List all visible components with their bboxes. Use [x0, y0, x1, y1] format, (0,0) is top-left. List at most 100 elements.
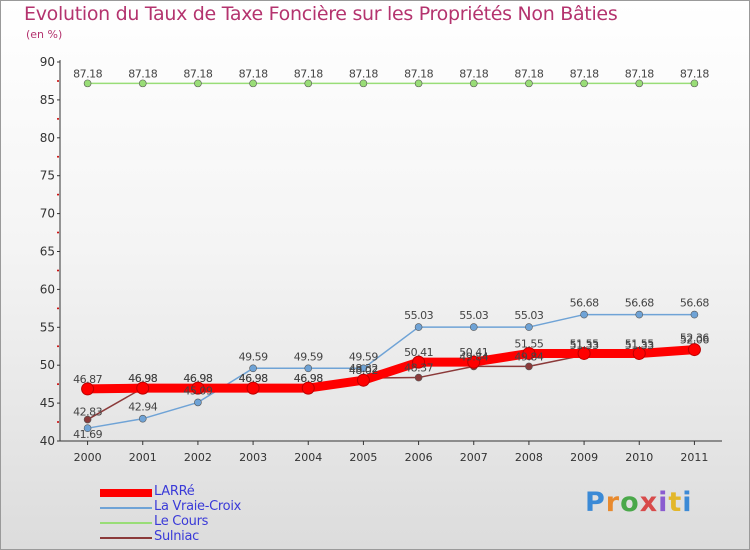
data-label-0-6: 50.41 [404, 346, 433, 359]
data-point-1-4 [304, 364, 313, 373]
data-point-2-0 [83, 79, 92, 88]
data-label-2-6: 87.18 [404, 67, 433, 80]
legend-item-sulniac: Sulniac [100, 529, 320, 545]
data-point-2-9 [580, 79, 588, 88]
legend-label-larre: LARRé [154, 484, 195, 499]
data-label-2-8: 87.18 [514, 67, 543, 80]
data-point-3-0 [83, 415, 92, 424]
data-label-2-7: 87.18 [459, 67, 488, 80]
data-point-0-8 [522, 346, 536, 360]
data-point-2-11 [690, 79, 699, 88]
data-label-1-10: 56.68 [625, 297, 654, 310]
legend-label-la-vraie-croix: La Vraie-Croix [154, 499, 242, 514]
data-label-3-6: 48.37 [404, 362, 433, 375]
data-point-2-8 [525, 79, 533, 88]
data-point-0-2 [191, 381, 205, 395]
chart-subtitle: (en %) [26, 28, 63, 41]
data-label-0-7: 50.41 [459, 346, 488, 359]
data-point-2-3 [249, 79, 257, 88]
data-label-2-4: 87.18 [294, 67, 323, 80]
data-point-1-5 [359, 364, 368, 373]
data-point-0-0 [81, 382, 95, 396]
data-label-3-0: 42.83 [73, 406, 102, 419]
data-point-1-10 [635, 310, 644, 319]
proxiti-logo: Proxiti [585, 487, 693, 518]
data-label-0-11: 52.06 [680, 334, 709, 347]
data-label-2-1: 87.18 [128, 67, 157, 80]
x-tick-label: 2008 [515, 451, 543, 464]
y-tick-label: 90 [40, 55, 55, 69]
y-tick-label: 55 [40, 320, 55, 334]
x-tick-label: 2009 [570, 451, 598, 464]
x-tick-label: 2010 [625, 451, 653, 464]
data-point-2-5 [359, 79, 368, 88]
data-label-1-6: 55.03 [404, 309, 433, 322]
y-tick-label: 40 [40, 434, 55, 448]
series-line-0 [83, 345, 699, 394]
data-point-1-8 [525, 323, 533, 331]
series-line-1 [86, 313, 696, 429]
data-label-0-4: 46.98 [294, 372, 323, 385]
y-minor-tick [57, 155, 59, 158]
data-label-2-5: 87.18 [349, 67, 378, 80]
data-label-0-10: 51.55 [625, 337, 654, 350]
legend-item-la-vraie-croix: La Vraie-Croix [100, 499, 320, 515]
data-label-1-2: 45.09 [183, 384, 212, 397]
data-label-1-5: 49.59 [349, 350, 378, 363]
x-tick-label: 2007 [460, 451, 488, 464]
data-point-2-2 [194, 79, 202, 88]
data-label-1-3: 49.59 [239, 350, 268, 363]
x-tick-label: 2002 [184, 451, 212, 464]
y-tick-label: 75 [40, 169, 55, 183]
data-label-2-10: 87.18 [625, 67, 654, 80]
y-minor-tick [57, 79, 59, 82]
data-point-1-11 [690, 310, 699, 319]
y-minor-tick [57, 383, 59, 386]
data-point-2-4 [304, 79, 313, 88]
legend-item-le-cours: Le Cours [100, 514, 320, 530]
x-tick-label: 2004 [294, 451, 322, 464]
x-tick-label: 2005 [349, 451, 377, 464]
data-point-2-6 [414, 79, 423, 88]
y-tick-label: 50 [40, 358, 55, 372]
y-tick-label: 70 [40, 207, 55, 221]
data-label-0-8: 51.55 [514, 337, 543, 350]
data-label-1-7: 55.03 [459, 309, 488, 322]
legend-swatch-larre [100, 489, 152, 497]
data-label-0-9: 51.55 [570, 337, 599, 350]
x-tick-label: 2000 [74, 451, 102, 464]
chart-title: Evolution du Taux de Taxe Foncière sur l… [24, 3, 618, 25]
data-label-3-9: 51.33 [570, 339, 599, 352]
data-label-1-11: 56.68 [680, 297, 709, 310]
data-point-2-1 [138, 79, 147, 88]
data-label-3-11: 52.36 [680, 331, 709, 344]
data-point-0-3 [246, 381, 260, 395]
data-point-0-6 [412, 355, 426, 369]
data-point-0-4 [301, 381, 315, 395]
data-label-0-0: 46.87 [73, 373, 102, 386]
data-point-0-11 [687, 343, 701, 357]
data-label-1-1: 42.94 [128, 401, 157, 414]
data-point-0-1 [136, 381, 150, 395]
data-point-1-2 [194, 398, 202, 407]
data-point-0-10 [632, 346, 646, 360]
data-label-3-1: 46.98 [128, 372, 157, 385]
legend-swatch-la-vraie-croix [100, 507, 152, 509]
data-label-0-3: 46.98 [239, 372, 268, 385]
data-label-3-10: 51.33 [625, 339, 654, 352]
data-point-1-6 [414, 323, 423, 331]
data-label-1-9: 56.68 [570, 297, 599, 310]
y-tick-label: 80 [40, 131, 55, 145]
data-label-2-9: 87.18 [570, 67, 599, 80]
legend-swatch-le-cours [100, 522, 152, 524]
x-tick-label: 2006 [405, 451, 433, 464]
data-label-0-2: 46.98 [183, 372, 212, 385]
y-tick-label: 85 [40, 93, 55, 107]
data-label-2-3: 87.18 [239, 67, 268, 80]
y-tick-label: 65 [40, 245, 55, 259]
data-point-0-5 [356, 373, 370, 387]
data-label-2-0: 87.18 [73, 67, 102, 80]
y-minor-tick [57, 269, 59, 272]
